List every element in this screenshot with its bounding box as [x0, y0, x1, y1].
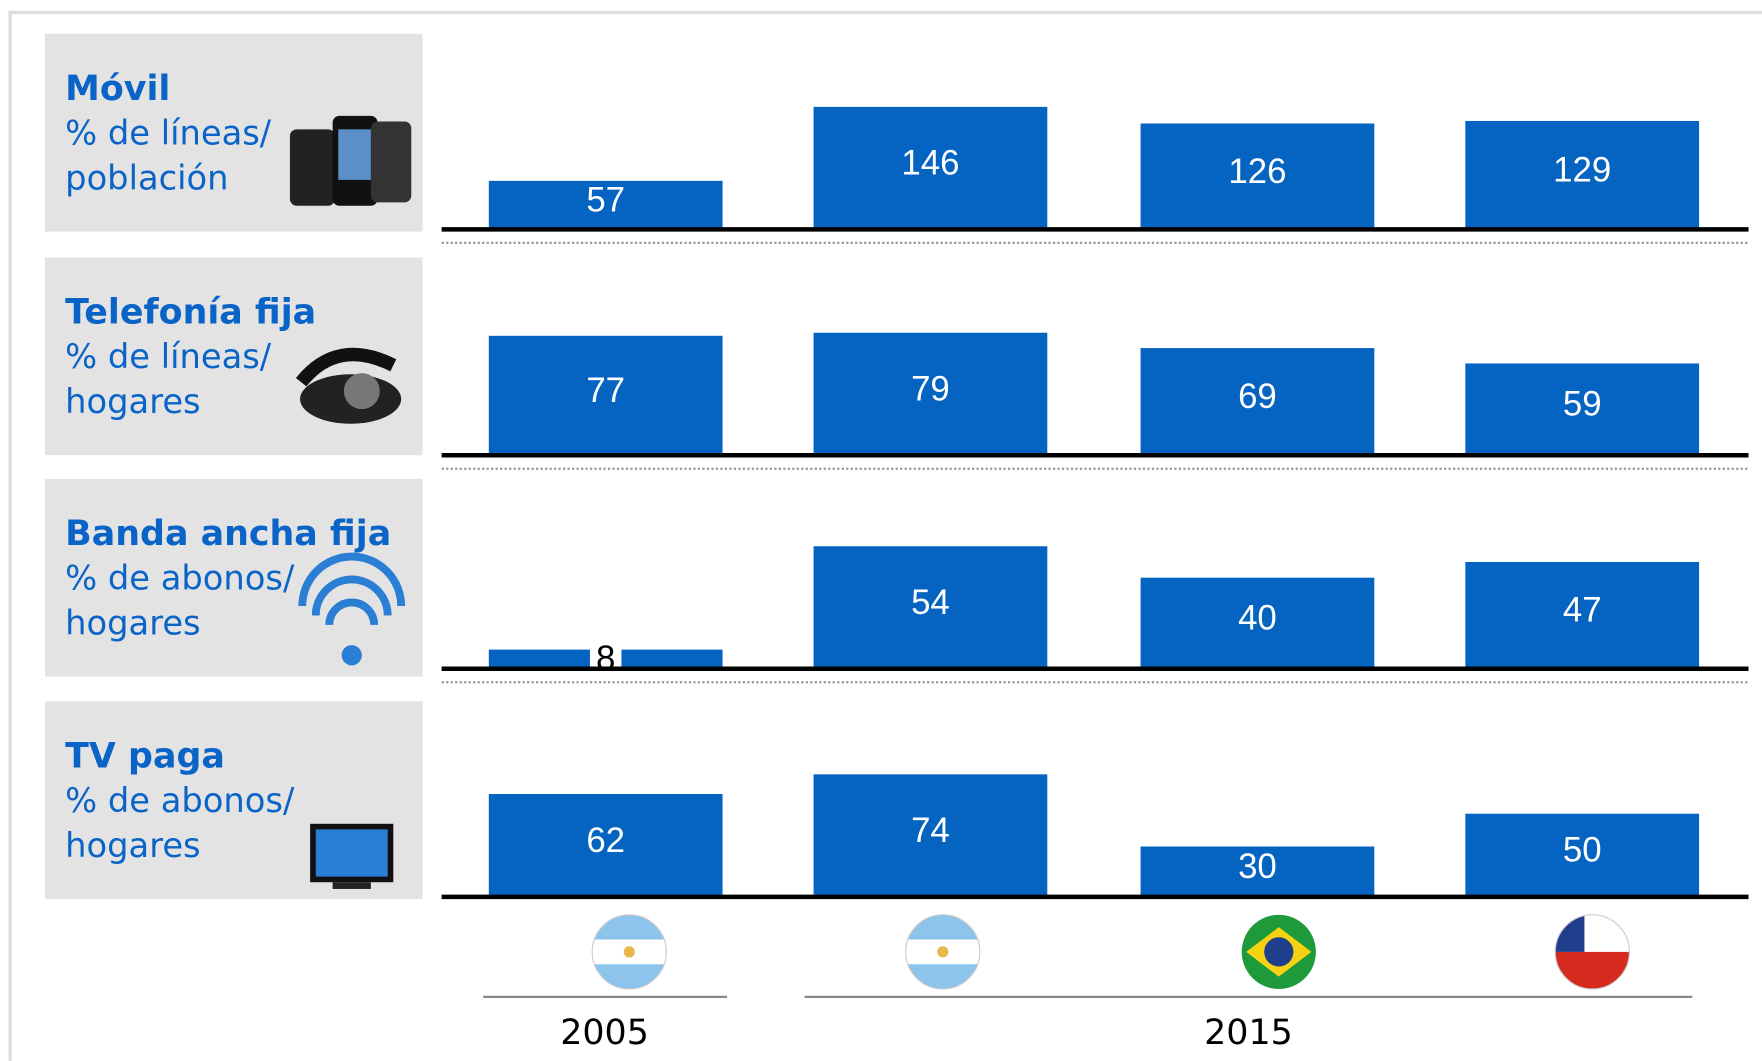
value-label: 59 — [1563, 385, 1602, 424]
value-label: 57 — [586, 180, 625, 219]
bar — [1465, 561, 1700, 668]
icon — [325, 598, 379, 626]
bar — [488, 180, 723, 229]
row-title: Móvil — [65, 69, 170, 109]
flag-chile — [1554, 914, 1630, 990]
bar — [813, 106, 1048, 229]
bar — [813, 332, 1048, 455]
value-label: 126 — [1228, 152, 1286, 191]
row-title: TV paga — [65, 736, 225, 776]
value-label: 146 — [901, 143, 959, 182]
row-title: Banda ancha fija — [65, 514, 391, 554]
row-subtitle: % de abonos/ — [65, 558, 295, 597]
bar — [813, 774, 1048, 896]
value-label: 50 — [1563, 831, 1602, 870]
panel: Telefonía fija % de líneas/hogares 77 79 69 5… — [44, 257, 1749, 470]
panel: Banda ancha fija % de abonos/hogares 8 54 40… — [44, 478, 1749, 684]
flag-argentina — [905, 914, 981, 990]
value-label: 129 — [1553, 151, 1611, 190]
bar — [1465, 363, 1700, 455]
bar — [813, 546, 1048, 668]
bar — [488, 335, 723, 455]
row-subtitle: % de líneas/ — [65, 113, 272, 152]
flag-brazil — [1241, 914, 1316, 989]
value-label: 69 — [1238, 377, 1277, 416]
bar — [1140, 348, 1375, 455]
row-subtitle: % de líneas/ — [65, 337, 272, 376]
value-label: 74 — [911, 811, 950, 850]
bar — [1465, 120, 1700, 229]
icon — [295, 347, 397, 387]
bar — [1140, 123, 1375, 229]
row-subtitle: hogares — [65, 603, 200, 642]
period-label: 2005 — [560, 1013, 649, 1053]
row-subtitle: población — [65, 158, 228, 197]
row-subtitle: hogares — [65, 826, 200, 865]
panel: TV paga % de abonos/hogares 62 74 30 50 — [44, 701, 1749, 900]
row-subtitle: hogares — [65, 382, 200, 421]
icon — [370, 121, 412, 203]
value-label: 54 — [911, 583, 950, 622]
icon — [289, 129, 335, 206]
icon — [315, 829, 388, 877]
bar — [1140, 577, 1375, 668]
frame — [8, 10, 1762, 1061]
period-label: 2015 — [1204, 1013, 1293, 1053]
flags — [591, 914, 1630, 990]
value-label: 62 — [586, 821, 625, 860]
icon — [338, 129, 372, 180]
icon — [343, 373, 380, 410]
icon — [298, 552, 406, 607]
value-label: 79 — [911, 369, 950, 408]
bar — [1140, 846, 1375, 896]
value-label: 8 — [596, 639, 615, 678]
row-subtitle: % de abonos/ — [65, 781, 295, 820]
row-title: Telefonía fija — [65, 293, 316, 333]
value-label: 77 — [586, 371, 625, 410]
bar — [1465, 813, 1700, 896]
icon — [341, 645, 362, 666]
value-label: 30 — [1238, 847, 1277, 886]
flag-argentina — [591, 914, 667, 990]
panel: Móvil % de líneas/población 57 146 126 129 — [44, 33, 1749, 244]
value-label: 40 — [1238, 599, 1277, 638]
bar — [488, 794, 723, 896]
value-label: 47 — [1563, 591, 1602, 630]
icon — [332, 882, 371, 889]
icon — [311, 575, 392, 616]
